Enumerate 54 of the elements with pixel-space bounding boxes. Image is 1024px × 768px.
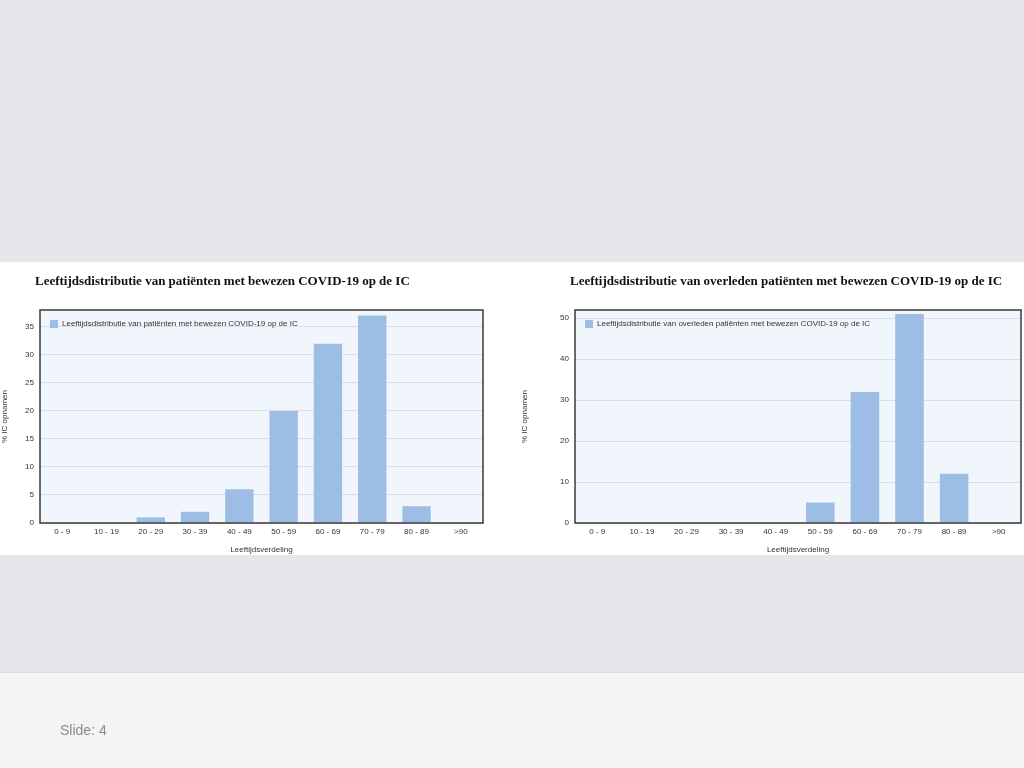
- x-tick-label: 20 - 29: [674, 527, 700, 536]
- x-tick-label: 40 - 49: [226, 527, 253, 536]
- x-tick-label: >90: [454, 527, 469, 536]
- bar: [939, 473, 969, 523]
- x-tick-label: 50 - 59: [271, 527, 297, 536]
- x-axis-title: Leeftijdsverdeling: [230, 545, 293, 555]
- chart-title: Leeftijdsdistributie van overleden patiënten met bewezen COVID-19 op de IC: [570, 273, 1003, 289]
- x-axis-title: Leeftijdsverdeling: [766, 545, 830, 555]
- y-tick-label: 35: [25, 322, 35, 332]
- y-tick-label: 15: [25, 434, 35, 444]
- bar: [180, 511, 210, 523]
- y-tick-label: 30: [560, 395, 570, 405]
- x-tick-label: 10 - 19: [629, 527, 655, 536]
- x-tick-label: 60 - 69: [852, 527, 878, 536]
- x-tick-label: 10 - 19: [94, 527, 120, 536]
- y-tick-label: 0: [29, 518, 35, 528]
- x-tick-label: 0 - 9: [54, 527, 71, 536]
- x-tick-label: 80 - 89: [941, 527, 968, 536]
- x-tick-label: 70 - 79: [359, 527, 386, 536]
- bar: [136, 517, 165, 523]
- y-tick-label: 10: [560, 477, 570, 487]
- y-tick-label: 0: [564, 518, 570, 528]
- x-tick-label: 30 - 39: [718, 527, 745, 536]
- bar: [358, 315, 387, 523]
- y-tick-label: 25: [25, 378, 35, 388]
- bar: [313, 343, 343, 523]
- bar: [225, 489, 254, 523]
- x-tick-label: 70 - 79: [897, 527, 923, 536]
- y-axis-title: % IC opnamen: [0, 390, 9, 443]
- y-tick-label: 5: [29, 490, 35, 500]
- x-tick-label: 30 - 39: [182, 527, 209, 536]
- x-tick-label: >90: [991, 527, 1007, 536]
- bar: [269, 410, 298, 523]
- x-tick-label: 20 - 29: [138, 527, 164, 536]
- bar: [402, 506, 431, 523]
- x-tick-label: 40 - 49: [763, 527, 789, 536]
- x-tick-label: 80 - 89: [404, 527, 430, 536]
- x-tick-label: 60 - 69: [315, 527, 341, 536]
- y-tick-label: 10: [25, 462, 35, 472]
- bar: [895, 314, 924, 523]
- x-tick-label: 0 - 9: [589, 527, 606, 536]
- y-tick-label: 30: [25, 350, 35, 360]
- y-tick-label: 20: [25, 406, 35, 416]
- bar: [806, 502, 835, 523]
- legend-label: Leeftijdsdistributie van patiënten met bewezen COVID-19 op de IC: [62, 319, 298, 329]
- y-axis-title: % IC opnamen: [520, 390, 529, 443]
- chart-title: Leeftijdsdistributie van patiënten met bewezen COVID-19 op de IC: [35, 273, 410, 289]
- y-tick-label: 40: [560, 354, 570, 364]
- y-tick-label: 20: [560, 436, 570, 446]
- x-tick-label: 50 - 59: [807, 527, 834, 536]
- bar: [850, 391, 880, 523]
- y-tick-label: 50: [560, 313, 570, 323]
- text: Slide: 4: [60, 722, 107, 738]
- legend-label: Leeftijdsdistributie van overleden patiënten met bewezen COVID-19 op de IC: [597, 319, 871, 329]
